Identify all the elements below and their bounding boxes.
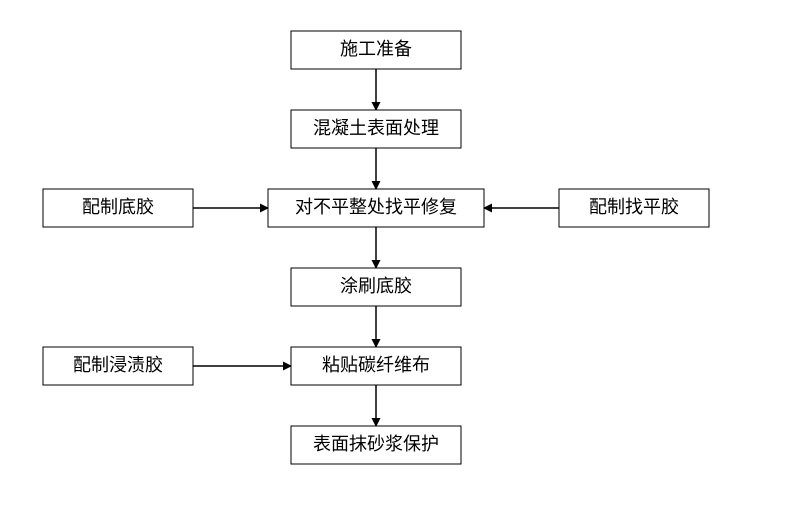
node-label: 表面抹砂浆保护 xyxy=(313,434,439,454)
node-n5: 粘贴碳纤维布 xyxy=(291,347,461,385)
node-label: 粘贴碳纤维布 xyxy=(322,355,430,375)
node-n6: 表面抹砂浆保护 xyxy=(291,426,461,464)
node-label: 施工准备 xyxy=(340,39,412,59)
node-sL1: 配制底胶 xyxy=(43,189,193,227)
node-label: 涂刷底胶 xyxy=(340,276,412,296)
node-label: 配制底胶 xyxy=(82,197,154,217)
node-label: 对不平整处找平修复 xyxy=(295,197,457,217)
node-label: 配制浸渍胶 xyxy=(73,355,163,375)
node-n2: 混凝土表面处理 xyxy=(291,110,461,148)
flowchart: 施工准备混凝土表面处理对不平整处找平修复涂刷底胶粘贴碳纤维布表面抹砂浆保护 配制底… xyxy=(0,0,800,530)
node-n1: 施工准备 xyxy=(291,31,461,69)
node-n3: 对不平整处找平修复 xyxy=(268,189,484,227)
node-label: 混凝土表面处理 xyxy=(313,118,439,138)
node-sR1: 配制找平胶 xyxy=(559,189,709,227)
node-label: 配制找平胶 xyxy=(589,197,679,217)
node-sL2: 配制浸渍胶 xyxy=(43,347,193,385)
node-n4: 涂刷底胶 xyxy=(291,268,461,306)
